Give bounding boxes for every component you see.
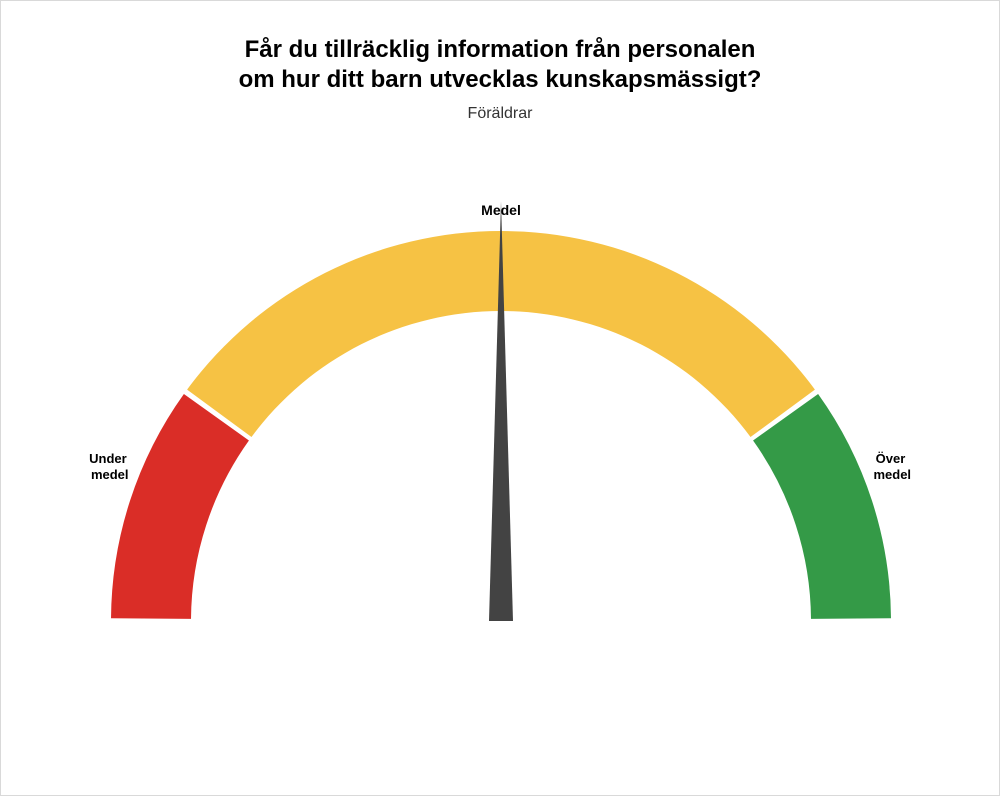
gauge-container: Medel Under medel Över medel — [1, 161, 999, 781]
label-left: Under medel — [89, 451, 130, 482]
gauge-svg: Medel Under medel Över medel — [1, 161, 1000, 781]
subtitle: Föräldrar — [1, 105, 999, 123]
title-line-2: om hur ditt barn utvecklas kunskapsmässi… — [1, 65, 999, 95]
gauge-chart-frame: { "title_line1": "Får du tillräcklig inf… — [0, 0, 1000, 796]
title-line-1: Får du tillräcklig information från pers… — [1, 35, 999, 65]
label-top: Medel — [481, 202, 521, 218]
title-block: Får du tillräcklig information från pers… — [1, 35, 999, 123]
label-right: Över medel — [873, 451, 911, 482]
